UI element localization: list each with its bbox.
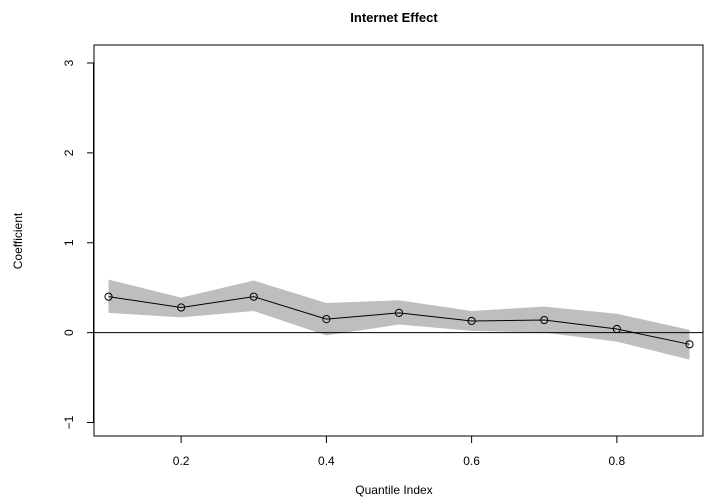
- y-tick-label: 0: [62, 329, 76, 336]
- series-layer: [104, 292, 694, 349]
- y-tick-label: 1: [62, 239, 76, 246]
- y-tick-label: −1: [62, 415, 76, 429]
- y-tick-label: 3: [62, 59, 76, 66]
- x-tick-label: 0.4: [318, 454, 335, 468]
- confidence-band-layer: [108, 279, 690, 360]
- data-point: [540, 315, 549, 325]
- chart-title: Internet Effect: [350, 10, 438, 25]
- series-line: [108, 296, 690, 345]
- data-point: [322, 315, 331, 324]
- data-point: [249, 292, 258, 301]
- x-tick-label: 0.8: [609, 454, 626, 468]
- data-point: [467, 316, 476, 326]
- data-point: [685, 340, 694, 349]
- x-tick-label: 0.2: [173, 454, 190, 468]
- x-axis: 0.2 0.4 0.6 0.8: [173, 436, 626, 468]
- y-axis: −1 0 1 2 3: [62, 59, 94, 429]
- data-point: [394, 308, 404, 317]
- confidence-band: [108, 279, 690, 360]
- x-tick-label: 0.6: [463, 454, 480, 468]
- x-axis-label: Quantile Index: [355, 483, 432, 497]
- data-point: [104, 292, 113, 301]
- y-axis-label: Coefficient: [11, 212, 25, 269]
- plot-frame: [93, 44, 704, 437]
- y-tick-label: 2: [62, 149, 76, 156]
- data-point: [177, 303, 186, 312]
- data-point: [612, 324, 621, 334]
